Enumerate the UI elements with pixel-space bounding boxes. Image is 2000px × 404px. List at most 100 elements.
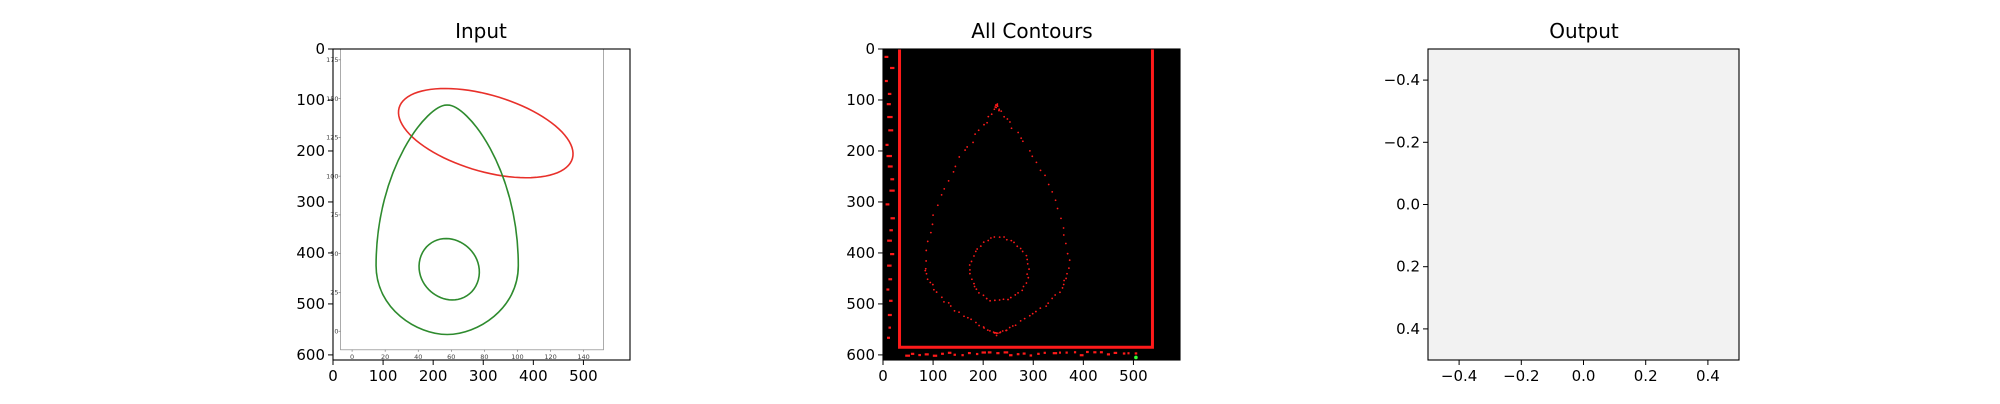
contour-point (993, 332, 996, 334)
contour-point (1008, 326, 1011, 329)
highlighted-contour-point (1134, 355, 1138, 360)
contour-point (1025, 254, 1028, 257)
contour-point (979, 245, 982, 248)
contour-point (1016, 245, 1019, 248)
embedded-y-tick-label: 125 (326, 134, 338, 142)
contour-fragment (905, 354, 911, 357)
contour-point (978, 324, 980, 327)
contour-point (936, 204, 939, 207)
contour-fragment (890, 178, 895, 181)
contour-point (990, 113, 993, 116)
contour-point (1062, 227, 1065, 229)
contour-point (1019, 247, 1022, 250)
contour-point (1009, 296, 1012, 299)
contour-point (1026, 263, 1029, 265)
contours-y-tick-label: 600 (846, 346, 875, 364)
output-x-tick-label: −0.4 (1441, 367, 1477, 385)
contour-point (999, 331, 1001, 334)
contour-point (1021, 250, 1024, 253)
contour-point (995, 334, 998, 337)
contour-fragment (981, 351, 986, 354)
input-blob-contour (418, 237, 481, 301)
contour-point (1066, 272, 1068, 275)
contour-point (1034, 310, 1037, 313)
output-y-tick-label: −0.2 (1384, 133, 1420, 151)
contour-fragment (941, 352, 944, 355)
contour-point (973, 282, 975, 285)
contour-point (1026, 258, 1029, 261)
contour-fragment (887, 336, 891, 339)
embedded-y-tick-label: 75 (330, 211, 338, 219)
input-axes-frame (332, 48, 631, 361)
contour-point (970, 318, 972, 321)
contour-point (986, 329, 989, 332)
contour-fragment (884, 55, 889, 59)
contour-fragment (1073, 351, 1077, 354)
contour-point (1045, 305, 1048, 308)
contour-point (1062, 234, 1065, 236)
contour-point (977, 129, 980, 132)
input-image-content: 0 20 40 60 80 100 120 140 0 25 50 75 100 125 150 175 (326, 48, 604, 361)
embedded-x-tick-label: 100 (511, 353, 523, 361)
output-x-tick-label: 0.4 (1696, 367, 1720, 385)
contour-point (994, 104, 997, 106)
contour-point (1060, 217, 1062, 220)
embedded-x-tick-label: 20 (381, 353, 389, 361)
contour-point (982, 294, 985, 297)
contour-point (1031, 155, 1034, 158)
contour-fragment (1009, 354, 1013, 357)
contour-point (1054, 199, 1057, 202)
contour-point (925, 249, 928, 252)
contour-point (1009, 121, 1011, 123)
output-x-tick-label: −0.2 (1503, 367, 1539, 385)
contour-frame (898, 49, 1154, 349)
contour-point (1014, 294, 1017, 296)
contour-point (1039, 307, 1042, 309)
contour-point (969, 272, 971, 275)
contour-point (987, 239, 990, 242)
contour-point (932, 214, 934, 217)
contour-point (1017, 292, 1019, 294)
contour-point (943, 187, 946, 190)
contour-fragment (961, 354, 964, 357)
contour-point (974, 133, 977, 136)
contour-point (958, 156, 961, 158)
contour-point (1066, 252, 1069, 255)
contour-point (1013, 241, 1015, 244)
contour-point (1051, 190, 1054, 193)
embedded-x-tick-label: 80 (480, 353, 488, 361)
contour-point (989, 329, 991, 332)
input-x-tick-label: 200 (419, 367, 448, 385)
contour-point (985, 297, 988, 300)
contour-fragment (1086, 350, 1089, 354)
contour-point (1039, 169, 1042, 172)
contour-fragment (1093, 351, 1097, 354)
contour-fragment (975, 352, 979, 356)
contour-point (1011, 325, 1014, 327)
contour-point (976, 248, 979, 250)
contour-fragment (918, 353, 921, 357)
contours-y-tick-label: 0 (865, 40, 875, 58)
input-egg-contour (375, 104, 520, 336)
contour-point (1056, 207, 1059, 210)
input-y-tick-label: 100 (296, 91, 325, 109)
contour-point (1031, 312, 1034, 315)
contour-point (929, 281, 932, 284)
contour-point (966, 146, 969, 148)
contours-image-content (884, 49, 1154, 360)
contour-point (998, 109, 1000, 112)
contour-fragment (1134, 352, 1138, 355)
input-y-tick-label: 0 (315, 40, 325, 58)
contour-fragment (910, 352, 915, 355)
contour-fragment (887, 239, 892, 242)
contours-x-tick-label: 500 (1119, 367, 1148, 385)
output-y-tick-label: 0.0 (1396, 196, 1420, 214)
contour-point (970, 278, 973, 281)
contour-point (925, 272, 928, 275)
contours-ticks: 0 100 200 300 400 500 0 100 200 300 400 500 600 (846, 40, 1147, 385)
contours-y-tick-label: 300 (846, 193, 875, 211)
contours-x-tick-label: 0 (878, 367, 888, 385)
contours-axes-frame (882, 48, 1181, 361)
contour-point (926, 278, 929, 281)
contour-point (1000, 110, 1003, 113)
